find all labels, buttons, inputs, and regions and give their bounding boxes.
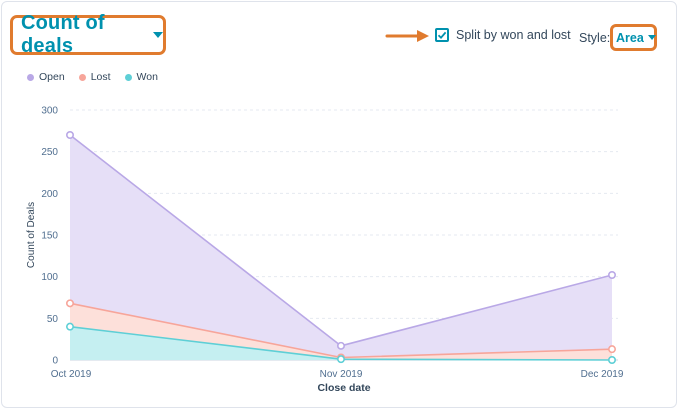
split-won-lost-label[interactable]: Split by won and lost [456,28,571,42]
data-point-won [66,322,75,331]
y-tick-label: 300 [41,106,58,117]
data-point-open [607,270,616,279]
data-point-won [607,355,616,364]
data-point-open [66,131,75,140]
x-tick-label: Nov 2019 [320,369,363,380]
metric-dropdown[interactable]: Count of deals [10,12,166,57]
area-open [70,135,612,360]
data-point-lost [607,345,616,354]
legend-item-lost[interactable]: Lost [78,71,111,83]
legend-label-open: Open [39,71,65,83]
area-won [70,326,612,360]
x-tick-label: Dec 2019 [581,369,624,380]
data-point-won [336,355,345,364]
data-point-lost [66,299,75,308]
style-label: Style: [579,31,611,45]
annotation-arrow-icon [385,30,429,42]
legend-dot-open [27,73,34,81]
chart-legend: Open Lost Won [27,71,158,83]
legend-dot-won [124,73,132,81]
check-icon [437,31,447,40]
legend-dot-lost [78,73,86,81]
legend-label-lost: Lost [90,71,111,83]
legend-label-won: Won [136,71,158,83]
metric-dropdown-label: Count of deals [21,12,105,57]
y-tick-label: 200 [41,189,58,200]
legend-item-won[interactable]: Won [124,71,158,83]
x-tick-label: Oct 2019 [51,369,92,380]
split-won-lost-checkbox[interactable] [435,28,449,42]
y-tick-label: 150 [41,231,58,242]
chevron-down-icon [153,32,163,38]
y-tick-label: 250 [41,147,58,158]
y-tick-label: 100 [41,272,58,283]
style-dropdown-value: Area [616,30,644,45]
y-tick-label: 0 [52,356,58,367]
y-axis-title: Count of Deals [26,202,37,268]
y-tick-label: 50 [47,314,59,325]
legend-item-open[interactable]: Open [27,71,65,83]
x-axis-title: Close date [317,382,370,394]
style-dropdown[interactable]: Area [610,24,657,51]
chevron-down-icon [647,35,656,40]
data-point-open [336,341,345,350]
